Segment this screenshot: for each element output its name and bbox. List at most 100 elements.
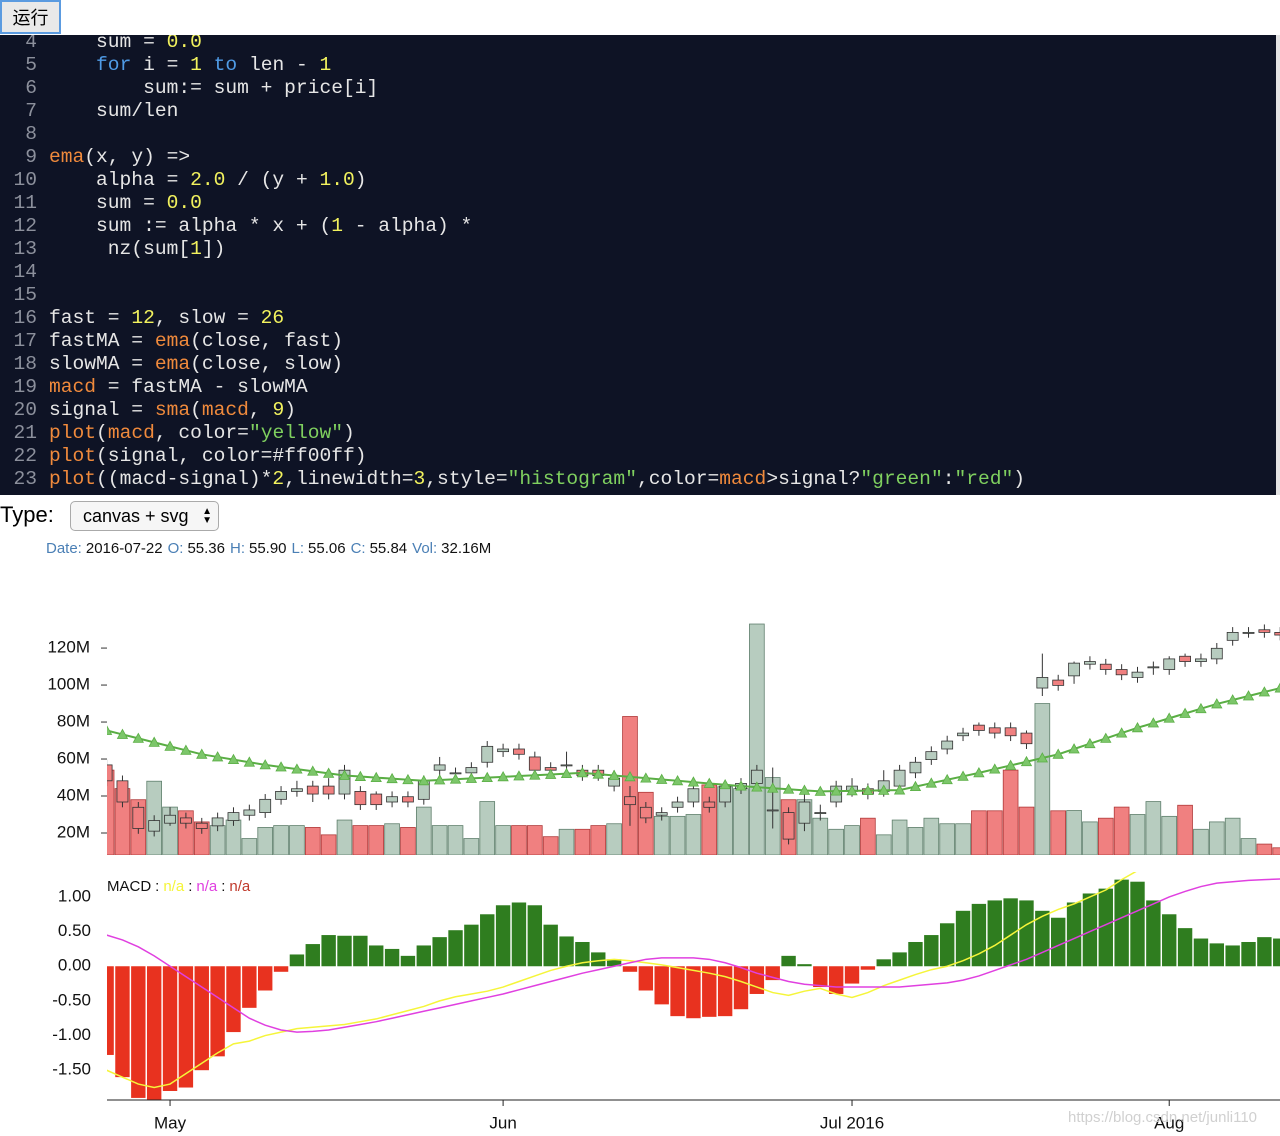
ema-marker [481,771,493,783]
code-line: 22 plot(signal, color=#ff00ff) [0,444,366,468]
line-number: 12 [13,214,37,237]
candle-body [1068,662,1080,677]
y-tick-label: -1.50 [52,1060,91,1079]
volume-bar [606,823,622,855]
info-value: 55.06 [308,540,346,557]
ema-marker [1258,686,1271,697]
volume-bar [590,825,607,855]
histogram-bar [369,945,384,967]
x-tick-label: Jul 2016 [820,1113,884,1132]
legend-entry: n/a [163,878,185,895]
volume-bar [828,828,844,855]
ema-marker [1211,698,1223,709]
ema-marker [1242,690,1255,701]
volume-bar [1256,843,1273,855]
ema-marker [608,769,620,780]
code-token: fastMA = [49,329,155,352]
ema-marker [354,770,367,781]
y-tick-label: 0.00 [58,956,91,975]
y-tick-label: -1.00 [52,1025,91,1044]
candle-body [1226,632,1239,641]
line-number: 17 [13,329,37,352]
volume-bar [1097,817,1114,855]
candle-body [370,793,383,806]
y-tick-label: 80M [57,712,90,731]
y-tick-label: 100M [47,675,90,694]
code-token: 9 [272,398,285,421]
histogram-bar [971,903,987,967]
volume-bar [971,810,987,855]
legend-title: MACD [107,878,151,895]
code-token: >signal? [766,467,861,490]
histogram-bar [1146,900,1161,967]
candle-body [164,814,176,824]
code-line: 4 sum = 0.0 [0,35,202,54]
ema-marker [291,763,303,774]
histogram-bar [210,966,225,1057]
ema-marker [180,744,192,755]
run-button[interactable]: 运行 [0,0,61,34]
line-number: 8 [25,122,37,145]
candle-body [306,785,319,795]
volume-bar [860,817,876,855]
code-token: 0.0 [166,191,202,214]
ema-marker [433,774,446,785]
ema-marker [370,771,382,783]
type-select[interactable]: canvas + svg ▲ ▼ [70,501,219,531]
ema-marker [132,732,144,743]
ema-marker [1004,759,1017,770]
volume-bar [336,819,353,855]
histogram-bar [289,954,305,967]
candle-body [1179,655,1191,662]
candle-body [1242,632,1255,634]
candle-body [243,809,256,816]
ema-marker [893,784,906,795]
histogram-bar [107,966,114,1055]
code-token: (close, fast) [190,329,343,352]
candle-body [1147,666,1160,669]
candle-body [687,788,700,803]
histogram-bar [384,948,400,967]
histogram-bar [432,937,447,967]
volume-bar [273,825,289,855]
volume-bar [1161,815,1178,855]
line-number: 21 [13,421,37,444]
ema-marker [465,772,478,783]
select-value: canvas + svg [83,506,189,526]
code-token: ) [284,398,296,421]
ema-marker [767,782,779,793]
histogram-bar [892,952,907,967]
line-number: 19 [13,375,37,398]
code-token: sma [154,398,191,421]
type-label: Type: [0,502,54,527]
code-token: 12 [131,306,155,329]
macd-line [107,878,1280,1033]
info-label: L: [292,540,305,557]
info-label: O: [168,540,184,557]
ema-marker [814,785,826,796]
line-number: 10 [13,168,37,191]
line-number: 15 [13,283,37,306]
candle-body [909,761,922,774]
code-token: ) [354,168,367,191]
candle-body [116,780,129,803]
code-token: 3 [413,467,426,490]
scrollbar[interactable] [1276,35,1280,495]
candle-body [1210,647,1223,660]
histogram-bar [242,966,257,1008]
candle-body [275,791,287,800]
volume-bar [574,828,591,855]
ema-marker [1147,717,1160,728]
code-line: 19 macd = fastMA - slowMA [0,375,307,399]
ema-marker [782,783,795,794]
volume-bar [384,823,400,855]
volume-bar [955,823,971,855]
histogram-bar [606,959,622,967]
y-tick-label: -0.50 [52,990,91,1009]
code-line: 13 nz(sum[1]) [0,238,225,261]
volume-bar [1209,821,1225,855]
line-number: 22 [13,444,37,467]
code-line: 15 [0,284,49,307]
legend-separator: : [155,878,159,895]
